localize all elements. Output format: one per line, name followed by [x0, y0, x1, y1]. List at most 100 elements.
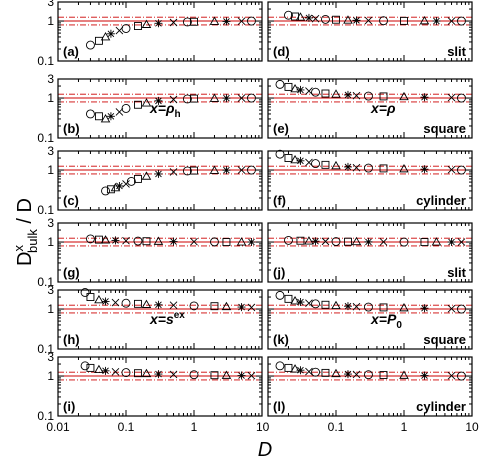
data-point: [169, 168, 178, 176]
data-point: [352, 370, 361, 379]
data-point: [352, 163, 361, 172]
panel-frame: [57, 78, 263, 139]
data-point: [221, 370, 232, 379]
panel-frame: [57, 150, 263, 211]
data-point: [352, 302, 361, 311]
data-point: [400, 16, 408, 25]
data-point: [134, 174, 142, 183]
geometry-label: cylinder: [416, 399, 466, 414]
data-point: [284, 154, 293, 162]
data-point: [247, 371, 256, 380]
data-point: [343, 162, 352, 171]
data-point: [399, 237, 409, 247]
data-point: [379, 238, 388, 246]
data-point: [85, 234, 95, 244]
data-point: [106, 29, 115, 38]
data-point: [154, 370, 163, 379]
data-point: [80, 288, 90, 297]
data-point: [420, 93, 429, 102]
geometry-label: square: [423, 121, 466, 136]
data-point: [419, 15, 430, 25]
data-point: [304, 13, 313, 22]
data-point: [94, 364, 104, 374]
x-tick-label: 1: [191, 420, 198, 434]
data-point: [134, 299, 142, 308]
y-tick-label: 3: [47, 144, 54, 158]
panel-frame: [267, 356, 473, 417]
quantity-label: x=ρ: [370, 100, 396, 116]
panel-label: (b): [63, 121, 80, 136]
data-point: [209, 93, 220, 102]
geometry-label: cylinder: [416, 193, 466, 208]
y-tick-label: 0.1: [37, 131, 54, 145]
data-point: [363, 302, 373, 312]
data-point: [101, 366, 110, 375]
data-point: [431, 237, 442, 246]
y-tick-label: 1: [47, 369, 54, 383]
x-tick-label: 10: [256, 420, 270, 434]
data-point: [420, 304, 429, 313]
data-point: [284, 363, 293, 372]
x-tick-label: 0.1: [118, 420, 135, 434]
data-point: [106, 185, 115, 194]
data-point: [126, 176, 136, 186]
data-point: [141, 299, 152, 308]
data-point: [290, 83, 300, 93]
data-point: [457, 16, 466, 26]
y-tick-label: 0.1: [37, 203, 54, 217]
y-tick-label: 3: [47, 350, 54, 364]
data-point: [275, 361, 285, 371]
quantity-label: x=P0: [370, 311, 402, 331]
data-point: [321, 300, 330, 309]
data-point: [379, 303, 388, 312]
data-point: [379, 16, 388, 26]
panel-label: (g): [63, 265, 80, 280]
data-point: [222, 166, 231, 175]
data-point: [379, 92, 388, 101]
panel-label: (d): [273, 44, 290, 59]
panel-label: (k): [273, 332, 289, 347]
data-point: [86, 363, 95, 372]
data-point: [295, 12, 306, 21]
data-point: [121, 24, 131, 33]
panel-e: (e) square x=ρ: [267, 78, 473, 139]
data-point: [351, 236, 362, 246]
data-point: [122, 180, 130, 188]
data-point: [311, 299, 320, 309]
data-point: [237, 371, 246, 380]
data-point: [94, 112, 103, 121]
data-point: [222, 238, 231, 247]
data-point: [169, 237, 178, 246]
panel-d: (d) slit: [267, 1, 473, 62]
data-point: [141, 368, 152, 378]
data-point: [100, 235, 111, 244]
data-point: [352, 91, 361, 100]
y-tick-label: 0.1: [37, 342, 54, 356]
data-point: [363, 163, 373, 173]
panel-l: 0.1 1 10 (l) cylinder: [267, 356, 479, 434]
data-point: [447, 165, 456, 174]
data-point: [296, 85, 305, 94]
data-point: [111, 236, 120, 245]
y-tick-label: 1: [47, 163, 54, 177]
data-point: [290, 154, 300, 164]
data-point: [247, 93, 256, 103]
data-point: [457, 165, 466, 175]
x-tick-label: 0.01: [46, 420, 70, 434]
data-point: [115, 181, 124, 190]
x-tick-label: 10: [465, 420, 479, 434]
data-point: [111, 298, 120, 307]
data-point: [305, 367, 313, 376]
data-point: [134, 100, 142, 109]
data-point: [343, 90, 352, 99]
data-point: [321, 89, 330, 98]
data-point: [364, 237, 373, 246]
data-point: [457, 371, 466, 381]
panel-frame: [267, 289, 473, 350]
data-point: [133, 236, 143, 246]
data-point: [447, 238, 456, 247]
data-point: [122, 236, 130, 245]
data-point: [189, 370, 199, 380]
data-point: [447, 304, 456, 313]
panel-label: (l): [273, 399, 285, 414]
